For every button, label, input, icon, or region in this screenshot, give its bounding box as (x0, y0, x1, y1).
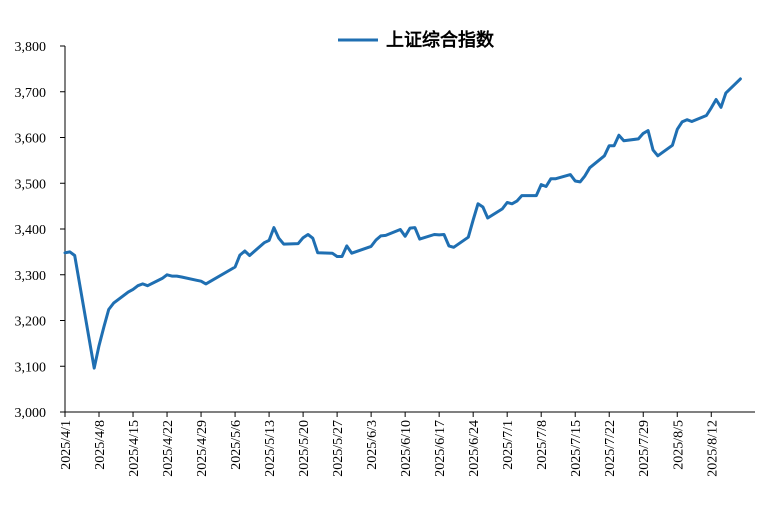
x-tick-label: 2025/5/13 (263, 420, 278, 477)
y-axis: 3,000 3,100 3,200 3,300 3,400 3,500 3,600 3,700… (15, 40, 66, 421)
legend-label: 上证综合指数 (386, 29, 495, 51)
x-tick-label: 2025/7/8 (535, 420, 550, 470)
x-tick-label: 2025/5/6 (229, 420, 244, 470)
x-tick-label: 2025/6/10 (399, 420, 414, 477)
y-tick-label: 3,800 (15, 40, 47, 55)
y-tick-label: 3,200 (15, 315, 47, 330)
x-tick-label: 2025/7/29 (637, 420, 652, 477)
y-tick-label: 3,000 (15, 406, 47, 421)
y-tick-label: 3,300 (15, 269, 47, 284)
x-axis: 2025/4/1 2025/4/8 2025/4/15 2025/4/22 2025/4… (59, 411, 755, 477)
series-line (63, 77, 742, 370)
x-tick-label: 2025/7/22 (603, 420, 618, 477)
x-tick-label: 2025/7/1 (501, 420, 516, 470)
y-tick-label: 3,500 (15, 177, 47, 192)
y-tick-label: 3,400 (15, 223, 47, 238)
legend: 上证综合指数 (338, 29, 495, 51)
x-tick-label: 2025/8/5 (671, 420, 686, 470)
x-tick-label: 2025/6/17 (433, 420, 448, 477)
series-group (63, 77, 742, 370)
y-tick-label: 3,700 (15, 86, 47, 101)
x-tick-label: 2025/6/3 (365, 420, 380, 470)
y-tick-label: 3,100 (15, 360, 47, 375)
x-tick-label: 2025/6/24 (467, 420, 482, 477)
x-tick-label: 2025/4/29 (195, 420, 210, 477)
x-tick-label: 2025/5/27 (331, 420, 346, 477)
x-tick-label: 2025/5/20 (297, 420, 312, 477)
x-tick-label: 2025/4/1 (59, 420, 74, 470)
x-tick-label: 2025/4/8 (93, 420, 108, 470)
x-tick-label: 2025/8/12 (705, 420, 720, 477)
x-tick-label: 2025/4/22 (161, 420, 176, 477)
y-tick-label: 3,600 (15, 132, 47, 147)
x-tick-label: 2025/7/15 (569, 420, 584, 477)
x-tick-label: 2025/4/15 (127, 420, 142, 477)
